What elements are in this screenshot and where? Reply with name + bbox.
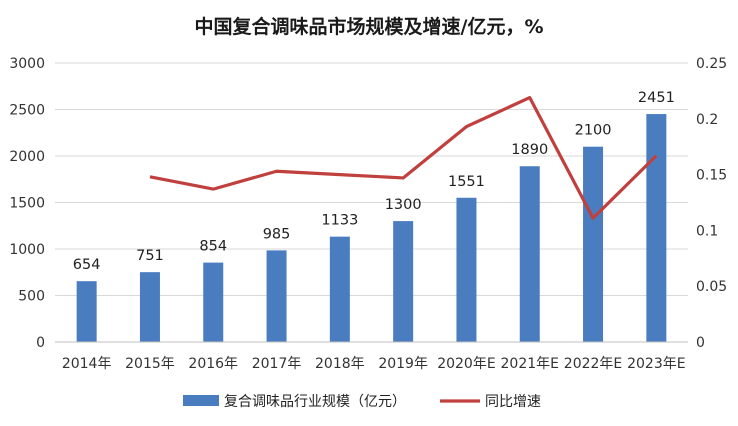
bar-data-label: 1551: [448, 174, 485, 190]
right-y-tick-label: 0.2: [696, 112, 718, 128]
left-y-tick-label: 1000: [9, 242, 45, 258]
bar: [393, 221, 414, 342]
bar-data-label: 854: [199, 239, 227, 255]
bar-data-label: 1890: [511, 142, 548, 158]
x-tick-label: 2014年: [62, 356, 112, 372]
bar: [646, 114, 667, 342]
left-y-tick-label: 0: [36, 335, 45, 351]
x-tick-label: 2020年E: [437, 356, 495, 372]
right-y-tick-label: 0.25: [696, 56, 727, 72]
legend-bar-label: 复合调味品行业规模（亿元）: [224, 393, 406, 410]
x-tick-label: 2022年E: [564, 356, 622, 372]
watermark: 雪球：小北读财报: [580, 394, 700, 412]
right-y-axis: 0 0.05 0.1 0.15 0.2 0.25: [696, 56, 727, 351]
bar: [266, 250, 287, 342]
bar-data-label: 1133: [321, 213, 358, 229]
left-y-tick-label: 500: [18, 289, 45, 305]
bar-data-label: 985: [263, 226, 291, 242]
x-tick-label: 2021年E: [501, 356, 559, 372]
left-y-tick-label: 3000: [9, 56, 45, 72]
bar: [329, 236, 350, 342]
x-tick-label: 2016年: [188, 356, 238, 372]
right-y-tick-label: 0.05: [696, 279, 727, 295]
left-y-axis: 0 500 1000 1500 2000 2500 3000: [9, 56, 45, 351]
left-y-tick-label: 2000: [9, 149, 45, 165]
bar: [456, 197, 477, 342]
growth-line-series: [149, 95, 658, 220]
bar: [519, 166, 540, 342]
bar: [76, 281, 97, 342]
right-y-tick-label: 0: [696, 335, 705, 351]
bar: [583, 146, 604, 342]
bar-data-label: 1300: [385, 197, 422, 213]
bar-data-label: 2100: [575, 123, 612, 139]
left-y-tick-label: 1500: [9, 196, 45, 212]
chart-title: 中国复合调味品市场规模及增速/亿元，%: [195, 15, 544, 38]
bar-data-label: 2451: [638, 90, 675, 106]
legend-line-label: 同比增速: [485, 394, 541, 410]
legend-bar-swatch: [183, 395, 219, 406]
left-y-tick-label: 2500: [9, 103, 45, 119]
x-tick-label: 2015年: [125, 356, 175, 372]
x-tick-label: 2017年: [252, 356, 302, 372]
x-tick-label: 2023年E: [627, 356, 685, 372]
right-y-tick-label: 0.1: [696, 223, 718, 239]
bar-series: 654 751 854 985 1133 1300 1551 1890 2100 2451: [73, 90, 675, 342]
legend: 复合调味品行业规模（亿元） 同比增速: [183, 393, 541, 410]
x-tick-label: 2019年: [378, 356, 428, 372]
bar-data-label: 751: [136, 248, 164, 264]
x-axis: 2014年 2015年 2016年 2017年 2018年 2019年 2020年E 2021…: [55, 341, 688, 372]
bar-data-label: 654: [73, 257, 101, 273]
bar: [203, 262, 224, 342]
right-y-tick-label: 0.15: [696, 168, 727, 184]
x-tick-label: 2018年: [315, 356, 365, 372]
bar: [139, 272, 160, 342]
gridlines: [55, 62, 688, 343]
